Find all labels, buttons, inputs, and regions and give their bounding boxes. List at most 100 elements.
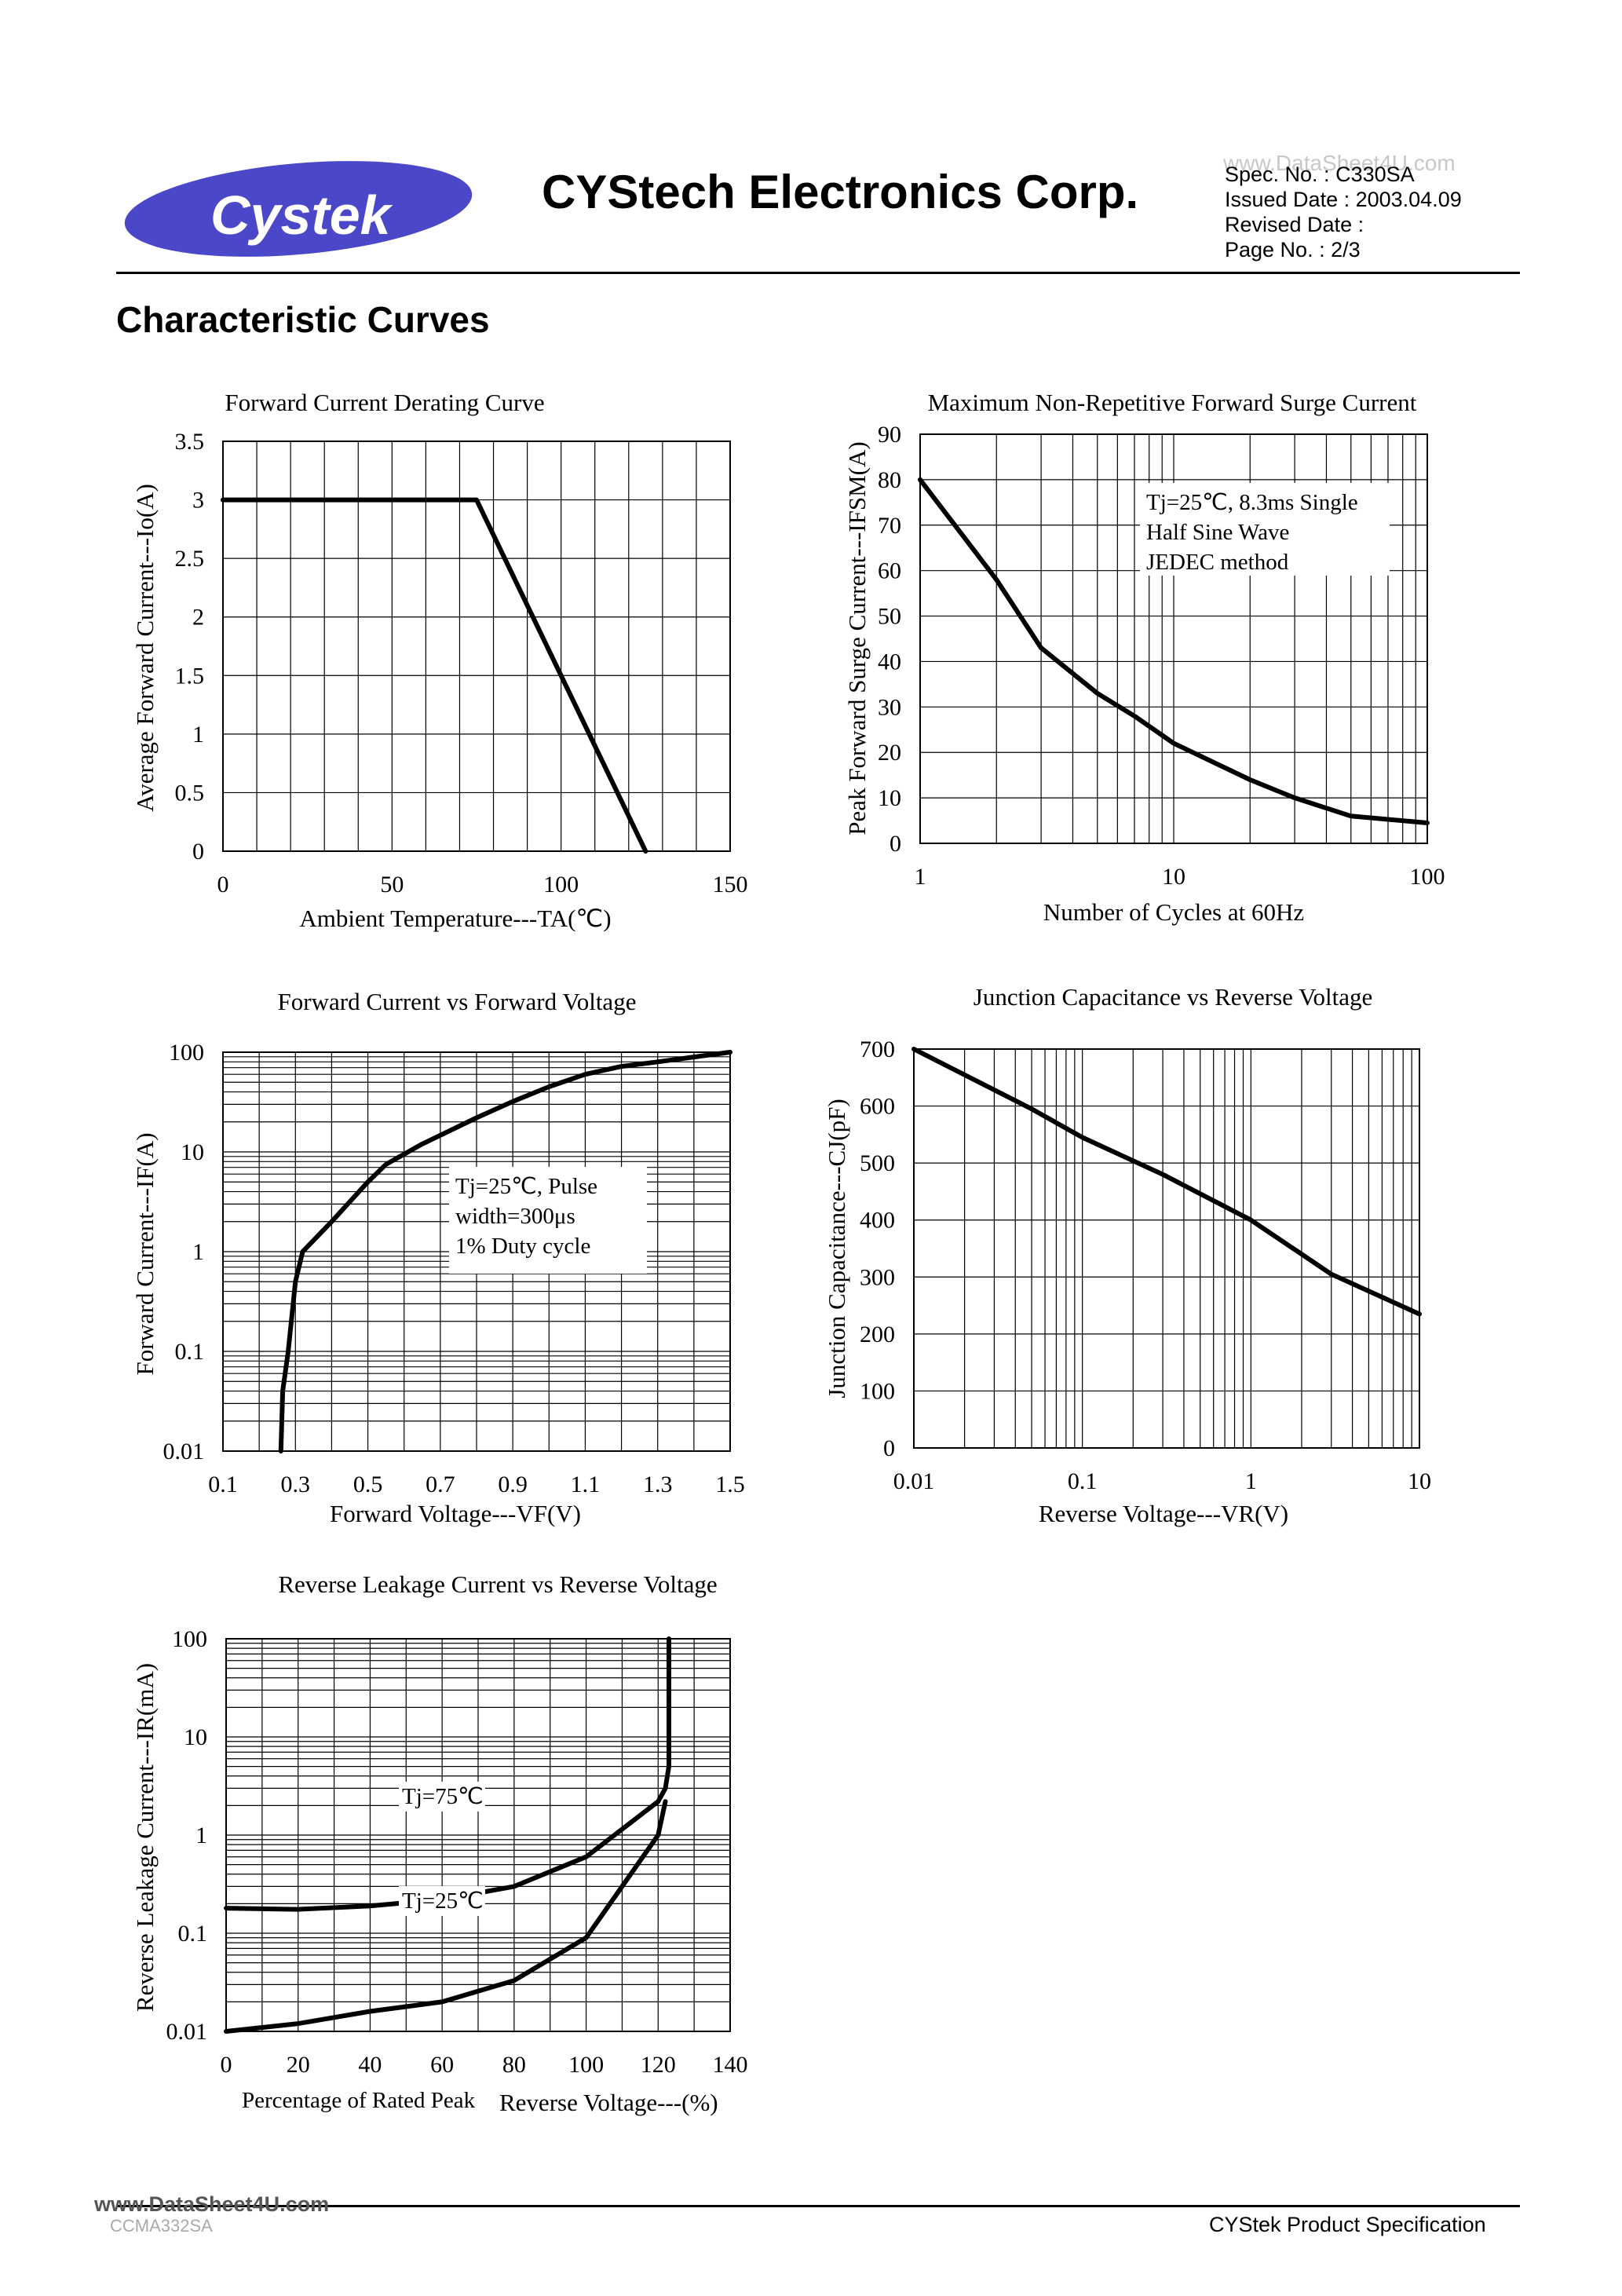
if_vf-y-tick-label: 100 bbox=[169, 1040, 204, 1066]
ir_vr-series-label: Tj=75℃ bbox=[402, 1784, 484, 1809]
ir_vr-y-tick-label: 10 bbox=[184, 1724, 207, 1750]
surge-y-tick-label: 80 bbox=[878, 467, 901, 493]
cj_vr-title: Junction Capacitance vs Reverse Voltage bbox=[974, 983, 1373, 1011]
ir_vr-x-tick-label: 100 bbox=[568, 2052, 604, 2078]
if_vf-x-tick-label: 0.3 bbox=[281, 1472, 311, 1497]
cj_vr-y-tick-label: 500 bbox=[860, 1150, 895, 1176]
if_vf-annotation-line: 1% Duty cycle bbox=[455, 1234, 590, 1259]
ir_vr-x-tick-label: 0 bbox=[221, 2052, 232, 2078]
if_vf-title: Forward Current vs Forward Voltage bbox=[278, 988, 637, 1015]
ir_vr-series-line bbox=[224, 1799, 668, 2034]
if_vf-y-tick-label: 1 bbox=[192, 1239, 204, 1265]
ir_vr-x-tick-label: 140 bbox=[713, 2052, 748, 2078]
surge-x-tick-label: 100 bbox=[1410, 864, 1445, 890]
surge-annotation-line: JEDEC method bbox=[1146, 550, 1289, 575]
surge-y-tick-label: 50 bbox=[878, 604, 901, 630]
ir_vr-x-tick-label: 120 bbox=[641, 2052, 676, 2078]
cj_vr-x-tick-label: 0.01 bbox=[893, 1468, 935, 1494]
cj_vr-x-axis-label: Reverse Voltage---VR(V) bbox=[1039, 1500, 1288, 1527]
cj_vr-x-tick-label: 10 bbox=[1408, 1468, 1431, 1494]
ir_vr-x-tick-label: 40 bbox=[358, 2052, 382, 2078]
ir_vr-frame bbox=[225, 1638, 731, 2032]
ir_vr-x-tick-label: 60 bbox=[430, 2052, 454, 2078]
logo-ellipse bbox=[124, 161, 473, 257]
surge-x-axis-label: Number of Cycles at 60Hz bbox=[1043, 898, 1304, 926]
if_vf-y-tick-label: 10 bbox=[181, 1139, 204, 1165]
derating-y-tick-label: 2.5 bbox=[175, 546, 205, 572]
if_vf-y-tick-label: 0.1 bbox=[175, 1339, 205, 1365]
surge-annotation-line: Tj=25℃, 8.3ms Single bbox=[1146, 490, 1358, 515]
cj_vr-y-tick-label: 0 bbox=[883, 1435, 895, 1461]
if_vf-annotation-box bbox=[449, 1167, 647, 1274]
page-no: Page No. : 2/3 bbox=[1225, 238, 1361, 261]
if_vf-y-tick-label: 0.01 bbox=[163, 1439, 205, 1464]
if_vf-annotation-line: Tj=25℃, Pulse bbox=[455, 1174, 597, 1199]
derating-y-tick-label: 2 bbox=[192, 605, 204, 631]
if_vf-x-tick-label: 0.7 bbox=[426, 1472, 455, 1497]
header-rule bbox=[116, 272, 1520, 274]
top-watermark: www.DataSheet4U.com bbox=[1223, 151, 1456, 175]
derating-series-line bbox=[221, 497, 648, 854]
if_vf-x-axis-label: Forward Voltage---VF(V) bbox=[330, 1500, 581, 1527]
cj_vr-series-line bbox=[911, 1047, 1422, 1317]
surge-y-tick-label: 0 bbox=[890, 831, 901, 857]
ir_vr-y-tick-label: 0.1 bbox=[178, 1921, 208, 1947]
surge-x-tick-label: 1 bbox=[915, 864, 926, 890]
derating-y-tick-label: 1.5 bbox=[175, 663, 205, 689]
section-title: Characteristic Curves bbox=[116, 299, 490, 340]
surge-y-axis-label: Peak Forward Surge Current---IFSM(A) bbox=[843, 441, 871, 835]
derating-title: Forward Current Derating Curve bbox=[225, 389, 544, 416]
surge-y-tick-label: 70 bbox=[878, 513, 901, 539]
spec-no: Spec. No. : C330SA bbox=[1225, 163, 1415, 186]
issued-date: Issued Date : 2003.04.09 bbox=[1225, 188, 1462, 211]
cj_vr-x-tick-label: 1 bbox=[1245, 1468, 1257, 1494]
footer-rule bbox=[116, 2205, 1520, 2207]
surge-y-tick-label: 20 bbox=[878, 740, 901, 766]
if_vf-x-tick-label: 0.1 bbox=[208, 1472, 238, 1497]
footer-watermark: www.DataSheet4U.com bbox=[94, 2192, 330, 2216]
ir_vr-y-tick-label: 0.01 bbox=[166, 2019, 208, 2045]
derating-y-tick-label: 3.5 bbox=[175, 429, 205, 455]
derating-frame bbox=[222, 441, 731, 852]
cj_vr-y-tick-label: 600 bbox=[860, 1094, 895, 1120]
ir_vr-series-label-bg bbox=[399, 1782, 485, 1812]
if_vf-frame bbox=[222, 1051, 731, 1452]
ir_vr-y-tick-label: 1 bbox=[195, 1823, 207, 1848]
logo-text: Cystek bbox=[210, 185, 393, 246]
derating-y-tick-label: 0.5 bbox=[175, 780, 205, 806]
revised-date: Revised Date : bbox=[1225, 213, 1364, 236]
cj_vr-y-tick-label: 300 bbox=[860, 1264, 895, 1290]
if_vf-x-tick-label: 1.3 bbox=[643, 1472, 673, 1497]
derating-x-tick-label: 0 bbox=[217, 872, 229, 898]
if_vf-x-tick-label: 1.5 bbox=[715, 1472, 745, 1497]
if_vf-series-line bbox=[278, 1050, 732, 1453]
if_vf-x-tick-label: 1.1 bbox=[571, 1472, 601, 1497]
cj_vr-y-axis-label: Junction Capacitance---CJ(pF) bbox=[823, 1099, 850, 1398]
company-name: CYStech Electronics Corp. bbox=[542, 166, 1139, 218]
ir_vr-series-line bbox=[224, 1636, 671, 1912]
derating-x-tick-label: 150 bbox=[713, 872, 748, 898]
footer-spec-label: CYStek Product Specification bbox=[1209, 2213, 1486, 2236]
surge-y-tick-label: 10 bbox=[878, 785, 901, 811]
ir_vr-x-axis-label-right: Reverse Voltage---(%) bbox=[499, 2089, 718, 2116]
surge-y-tick-label: 30 bbox=[878, 694, 901, 720]
if_vf-x-tick-label: 0.9 bbox=[498, 1472, 528, 1497]
ir_vr-x-tick-label: 20 bbox=[287, 2052, 310, 2078]
surge-y-tick-label: 60 bbox=[878, 558, 901, 584]
cj_vr-frame bbox=[913, 1048, 1420, 1449]
spec-block: Spec. No. : C330SA Issued Date : 2003.04… bbox=[1225, 162, 1462, 262]
surge-y-tick-label: 40 bbox=[878, 649, 901, 675]
ir_vr-title: Reverse Leakage Current vs Reverse Volta… bbox=[278, 1570, 717, 1598]
derating-y-tick-label: 1 bbox=[192, 722, 204, 748]
surge-annotation-box bbox=[1140, 483, 1390, 576]
derating-y-tick-label: 0 bbox=[192, 839, 204, 865]
if_vf-annotation-line: width=300μs bbox=[455, 1204, 575, 1229]
surge-annotation-line: Half Sine Wave bbox=[1146, 520, 1289, 545]
derating-y-axis-label: Average Forward Current---Io(A) bbox=[131, 484, 159, 812]
cj_vr-y-tick-label: 400 bbox=[860, 1208, 895, 1234]
derating-x-tick-label: 50 bbox=[380, 872, 404, 898]
derating-x-tick-label: 100 bbox=[543, 872, 579, 898]
